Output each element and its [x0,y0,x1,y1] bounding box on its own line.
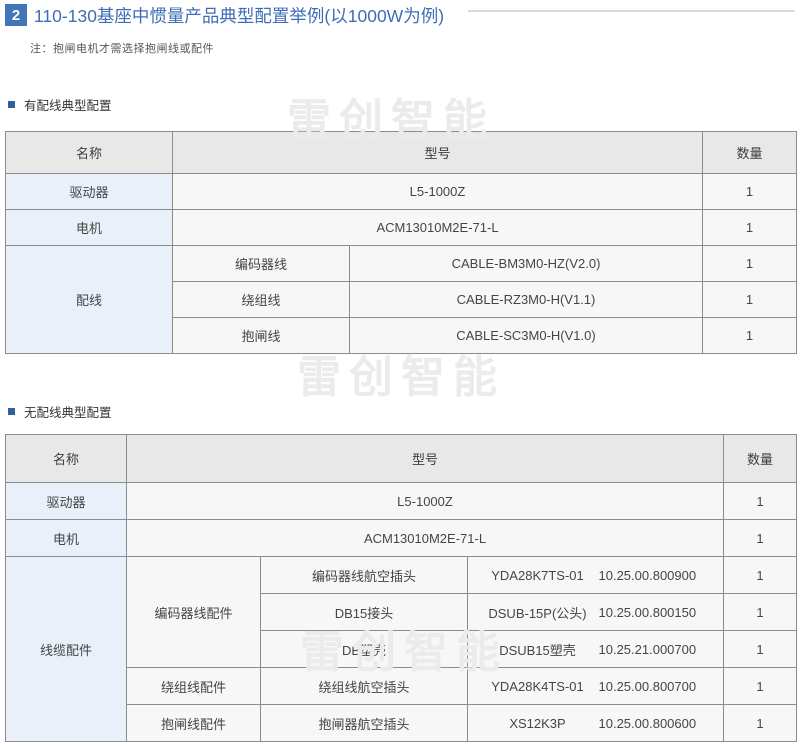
bullet-square-icon [8,101,15,108]
bullet-square-icon [8,408,15,415]
cell-name: 驱动器 [5,173,173,210]
cell-qty: 1 [723,704,798,742]
cell-model-code: XS12K3P 10.25.00.800600 [466,704,725,742]
cell-name: 驱动器 [5,482,127,520]
cell-qty: 1 [723,667,798,705]
cell-qty: 1 [702,281,798,318]
cell-model-code: DSUB-15P(公头) 10.25.00.800150 [466,593,725,631]
page-title: 110-130基座中惯量产品典型配置举例(以1000W为例) [34,6,445,26]
cell-group: 绕组线配件 [126,667,261,705]
header-name: 名称 [5,434,127,483]
cell-group: 抱闸线配件 [126,704,261,742]
cell-qty: 1 [723,630,798,668]
cell-qty: 1 [702,173,798,210]
cell-name: 配线 [5,245,173,354]
cell-subname: 抱闸线 [172,317,350,354]
table-row: 电机 ACM13010M2E-71-L 1 [5,209,798,246]
cell-model-code: DSUB15塑壳 10.25.21.000700 [466,630,725,668]
cell-model: CABLE-SC3M0-H(V1.0) [348,317,704,354]
cell-part: DB塑壳 [260,630,468,668]
header-qty: 数量 [723,434,798,483]
table-row: 驱动器 L5-1000Z 1 [5,173,798,210]
cell-name: 电机 [5,519,127,557]
model-number: DSUB15塑壳 [499,642,576,658]
cell-model-code: YDA28K7TS-01 10.25.00.800900 [466,556,725,594]
table-row: 抱闸线配件 抱闸器航空插头 XS12K3P 10.25.00.800600 1 [6,704,798,742]
table-row: 电机 ACM13010M2E-71-L 1 [5,519,798,557]
model-number: YDA28K4TS-01 [491,678,584,694]
table-header-row: 名称 型号 数量 [5,434,798,483]
header-qty: 数量 [702,131,798,174]
cell-model-code: YDA28K4TS-01 10.25.00.800700 [466,667,725,705]
header-model: 型号 [125,434,725,483]
section-heading-label: 无配线典型配置 [24,406,112,420]
model-number: DSUB-15P(公头) [488,605,587,621]
model-number: XS12K3P [509,715,566,731]
cell-group: 编码器线配件 [126,556,261,668]
cell-part: 绕组线航空插头 [260,667,468,705]
cell-name: 电机 [5,209,173,246]
order-code: 10.25.21.000700 [598,641,697,657]
cell-model: CABLE-RZ3M0-H(V1.1) [348,281,704,318]
cell-part: DB15接头 [260,593,468,631]
cell-qty: 1 [723,556,798,594]
table-row: 配线 编码器线 CABLE-BM3M0-HZ(V2.0) 1 [5,245,798,354]
cell-model: ACM13010M2E-71-L [171,209,704,246]
table-without-cable: 名称 型号 数量 驱动器 L5-1000Z 1 电机 ACM13010M2E-7… [5,434,798,742]
cell-model: L5-1000Z [125,482,725,520]
header-name: 名称 [5,131,173,174]
cell-subname: 编码器线 [172,245,350,282]
section-heading-without-cable: 无配线典型配置 [8,402,112,421]
cell-qty: 1 [723,482,798,520]
cell-model: ACM13010M2E-71-L [125,519,725,557]
table-with-cable: 名称 型号 数量 驱动器 L5-1000Z 1 电机 ACM13010M2E-7… [5,131,798,354]
cell-name: 线缆配件 [5,556,127,742]
note-text: 注：抱闸电机才需选择抱闸线或配件 [30,43,214,55]
order-code: 10.25.00.800150 [598,604,697,620]
cell-part: 编码器线航空插头 [260,556,468,594]
cell-part: 抱闸器航空插头 [260,704,468,742]
order-code: 10.25.00.800900 [598,567,697,583]
cell-qty: 1 [702,317,798,354]
cell-qty: 1 [723,593,798,631]
cell-model: L5-1000Z [171,173,704,210]
section-number-badge: 2 [5,4,27,26]
table-row: DB塑壳 DSUB15塑壳 10.25.21.000700 1 [6,630,798,668]
section-heading-with-cable: 有配线典型配置 [8,95,112,114]
table-row: 抱闸线 CABLE-SC3M0-H(V1.0) 1 [6,317,798,354]
cell-model: CABLE-BM3M0-HZ(V2.0) [348,245,704,282]
table-row: 绕组线 CABLE-RZ3M0-H(V1.1) 1 [6,281,798,318]
header-model: 型号 [171,131,704,174]
order-code: 10.25.00.800600 [598,715,697,731]
cell-qty: 1 [702,209,798,246]
table-header-row: 名称 型号 数量 [5,131,798,174]
table-row: 绕组线配件 绕组线航空插头 YDA28K4TS-01 10.25.00.8007… [6,667,798,705]
table-row: 线缆配件 编码器线配件 编码器线航空插头 YDA28K7TS-01 10.25.… [5,556,798,742]
section-heading-label: 有配线典型配置 [24,99,112,113]
table-row: DB15接头 DSUB-15P(公头) 10.25.00.800150 1 [6,593,798,631]
cell-subname: 绕组线 [172,281,350,318]
model-number: YDA28K7TS-01 [491,567,584,583]
table-row: 驱动器 L5-1000Z 1 [5,482,798,520]
order-code: 10.25.00.800700 [598,678,697,694]
title-rule [468,10,795,12]
cell-qty: 1 [702,245,798,282]
cell-qty: 1 [723,519,798,557]
